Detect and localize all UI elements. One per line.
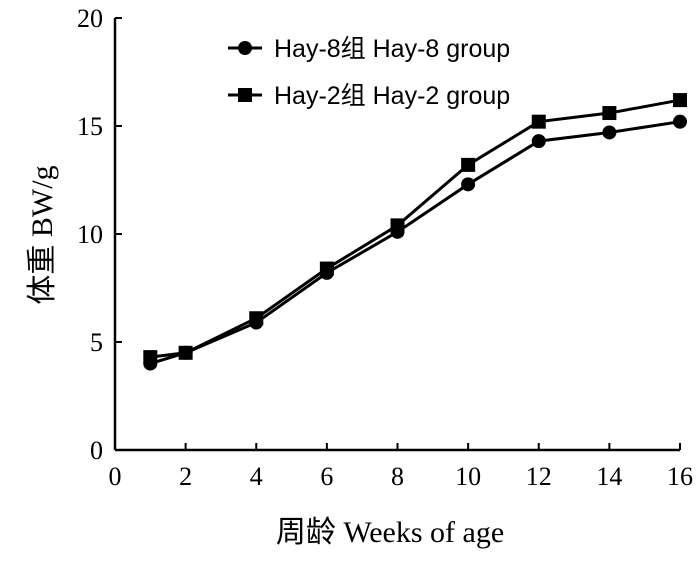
x-tick-label: 14 (596, 462, 622, 491)
x-tick-label: 16 (667, 462, 693, 491)
series-2-point (673, 93, 687, 108)
series-2-point (319, 261, 334, 276)
y-tick-label: 10 (77, 220, 103, 249)
series-2-point (461, 157, 476, 172)
series-2-point (602, 106, 617, 121)
y-tick-label: 0 (90, 436, 103, 465)
series-2-line (150, 98, 681, 359)
y-tick-label: 20 (77, 4, 103, 33)
legend-item: Hay-8组 Hay-8 group (228, 35, 510, 63)
series-1-point (602, 125, 617, 140)
x-axis-title: 周龄 Weeks of age (276, 516, 504, 549)
series-1-line (149, 120, 681, 366)
legend-marker (238, 41, 252, 55)
legend-marker (238, 88, 252, 102)
x-tick-label: 10 (455, 462, 481, 491)
legend-label: Hay-8组 Hay-8 group (274, 35, 510, 63)
x-tick-label: 6 (320, 462, 333, 491)
series-1-point (531, 134, 546, 149)
series-1-point (461, 177, 476, 192)
y-tick-label: 15 (77, 112, 103, 141)
series-2 (143, 93, 687, 365)
y-axis-title: 体重 BW/g (26, 165, 59, 304)
x-tick-label: 12 (526, 462, 552, 491)
series-2-point (531, 114, 546, 129)
x-tick-label: 2 (179, 462, 192, 491)
x-tick-label: 8 (391, 462, 404, 491)
series-2-point (143, 350, 158, 365)
ticks: 0 2 4 6 8 10 12 14 16 0 5 10 15 20 (77, 4, 693, 491)
x-tick-label: 0 (109, 462, 122, 491)
legend-label: Hay-2组 Hay-2 group (274, 82, 510, 110)
y-tick-label: 5 (90, 328, 103, 357)
series-1-point (673, 114, 687, 129)
series-2-point (178, 345, 193, 360)
x-tick-label: 4 (250, 462, 263, 491)
legend-item: Hay-2组 Hay-2 group (228, 82, 510, 110)
legend: Hay-8组 Hay-8 group Hay-2组 Hay-2 group (228, 35, 510, 110)
series-2-point (249, 311, 264, 326)
series-group (143, 93, 687, 371)
series-2-point (390, 218, 405, 233)
